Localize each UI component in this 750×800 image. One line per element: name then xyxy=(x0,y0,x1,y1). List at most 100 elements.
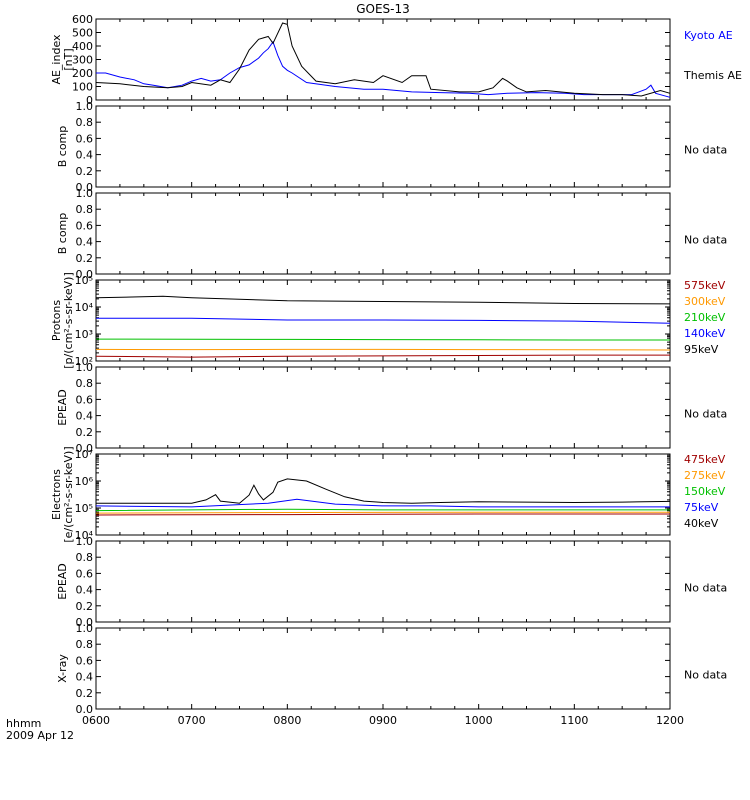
series-line-475kev xyxy=(95,513,670,516)
legend-label: 575keV xyxy=(684,279,726,292)
figure-title: GOES-13 xyxy=(356,2,410,16)
x-tick-label: 1200 xyxy=(656,714,684,727)
panel-7: 0.0 0.2 0.4 0.6 0.8 1.0 EPEAD No data xyxy=(56,535,727,629)
y-tick-label: 10⁶ xyxy=(75,475,94,488)
panel-3: 0.0 0.2 0.4 0.6 0.8 1.0 B comp No data xyxy=(56,187,727,281)
legend-label: 75keV xyxy=(684,501,719,514)
x-axis: 0600 0700 0800 0900 1000 1100 1200 xyxy=(82,714,684,727)
y-tick-label: 0.6 xyxy=(76,567,94,580)
panel-5: 0.0 0.2 0.4 0.6 0.8 1.0 EPEAD No data xyxy=(56,361,727,455)
y-tick-label: 0.4 xyxy=(76,149,94,162)
series-line-95kev xyxy=(95,295,671,305)
y-tick-label: 1.0 xyxy=(76,187,94,200)
y-tick-label: 0.0 xyxy=(76,442,94,455)
y-tick-label: 1.0 xyxy=(76,622,94,635)
panel-8: 0.0 0.2 0.4 0.6 0.8 1.0 X-ray No data xyxy=(56,622,727,716)
y-tick-label: 100 xyxy=(72,81,93,94)
legend-label: 275keV xyxy=(684,469,726,482)
x-tick-label: 0900 xyxy=(369,714,397,727)
y-tick-label: 0.4 xyxy=(76,410,94,423)
y-axis-label: B comp xyxy=(56,213,69,255)
footer-date: 2009 Apr 12 xyxy=(6,729,74,742)
y-tick-label: 600 xyxy=(72,13,93,26)
panel-4: 10² 10³ 10⁴ 10⁵ Protons [p/(cm²-s-sr-keV)] 575… xyxy=(50,272,726,369)
y-tick-label: 0.6 xyxy=(76,393,94,406)
x-tick-label: 0700 xyxy=(178,714,206,727)
series-line-575kev xyxy=(95,354,670,358)
no-data-label: No data xyxy=(684,582,727,595)
no-data-label: No data xyxy=(684,669,727,682)
y-axis-label: Electrons xyxy=(50,469,63,520)
y-axis-label: [p/(cm²-s-sr-keV)] xyxy=(62,272,75,369)
legend-label: 475keV xyxy=(684,453,726,466)
legend-label: 95keV xyxy=(684,343,719,356)
x-tick-label: 1100 xyxy=(560,714,588,727)
y-tick-label: 0.8 xyxy=(76,377,94,390)
y-tick-label: 0.2 xyxy=(76,426,94,439)
series-line-kyoto-ae xyxy=(96,40,671,98)
y-tick-label: 0.2 xyxy=(76,687,94,700)
y-tick-label: 0.2 xyxy=(76,600,94,613)
legend-label: 140keV xyxy=(684,327,726,340)
y-axis-label: X-ray xyxy=(56,654,69,683)
no-data-label: No data xyxy=(684,234,727,247)
x-tick-label: 0800 xyxy=(273,714,301,727)
y-tick-label: 0.4 xyxy=(76,236,94,249)
panel-frame xyxy=(95,627,671,710)
y-tick-label: 0.8 xyxy=(76,638,94,651)
y-axis-label: [e/(cm²-s-sr-keV)] xyxy=(62,446,75,542)
panel-6: 10⁴ 10⁵ 10⁶ 10⁷ Electrons [e/(cm²-s-sr-keV)] 4… xyxy=(50,446,726,542)
panel-frame xyxy=(95,540,671,623)
y-tick-label: 10⁵ xyxy=(75,274,93,287)
y-tick-label: 1.0 xyxy=(76,361,94,374)
series-line-40kev xyxy=(96,478,671,504)
panel-frame xyxy=(95,192,671,275)
legend-label: 300keV xyxy=(684,295,726,308)
series-line-themis-ae xyxy=(95,22,671,97)
footer-hhmm: hhmm xyxy=(6,717,41,730)
y-tick-label: 0 xyxy=(86,94,93,107)
legend-label: 210keV xyxy=(684,311,726,324)
y-tick-label: 1.0 xyxy=(76,100,94,113)
y-tick-label: 200 xyxy=(72,67,93,80)
y-tick-label: 0.0 xyxy=(76,268,94,281)
panel-frame xyxy=(95,105,671,188)
y-axis-label: EPEAD xyxy=(56,563,69,600)
y-tick-label: 10⁷ xyxy=(75,448,93,461)
y-tick-label: 400 xyxy=(72,40,93,53)
series-line-75kev xyxy=(95,498,670,508)
y-tick-label: 0.2 xyxy=(76,165,94,178)
y-tick-label: 10⁴ xyxy=(75,301,94,314)
panel-frame xyxy=(95,366,671,449)
y-tick-label: 0.0 xyxy=(76,181,94,194)
y-tick-label: 0.8 xyxy=(76,551,94,564)
y-tick-label: 0.6 xyxy=(76,219,94,232)
y-tick-label: 0.4 xyxy=(76,584,94,597)
series-line-210kev xyxy=(95,338,670,341)
y-tick-label: 500 xyxy=(72,27,93,40)
y-axis-label: EPEAD xyxy=(56,389,69,426)
y-tick-label: 1.0 xyxy=(76,535,94,548)
legend-label: 40keV xyxy=(684,517,719,530)
y-tick-label: 0.0 xyxy=(76,616,94,629)
y-tick-label: 10³ xyxy=(75,328,93,341)
series-line-300kev xyxy=(95,348,671,351)
y-tick-label: 0.8 xyxy=(76,116,94,129)
y-tick-label: 10⁵ xyxy=(75,502,93,515)
y-axis-label: Protons xyxy=(50,300,63,341)
y-tick-label: 0.4 xyxy=(76,671,94,684)
panel-frame xyxy=(95,453,671,536)
y-tick-label: 300 xyxy=(72,54,93,67)
y-tick-label: 0.2 xyxy=(76,252,94,265)
panel-2: 0.0 0.2 0.4 0.6 0.8 1.0 B comp No data xyxy=(56,100,727,194)
panel-frame xyxy=(95,18,671,101)
y-tick-label: 10⁴ xyxy=(75,529,94,542)
series-line-275kev xyxy=(95,511,670,514)
y-tick-label: 10² xyxy=(75,355,93,368)
series-line-150kev xyxy=(95,508,670,512)
legend-label: Themis AE xyxy=(683,69,742,82)
legend-label: 150keV xyxy=(684,485,726,498)
